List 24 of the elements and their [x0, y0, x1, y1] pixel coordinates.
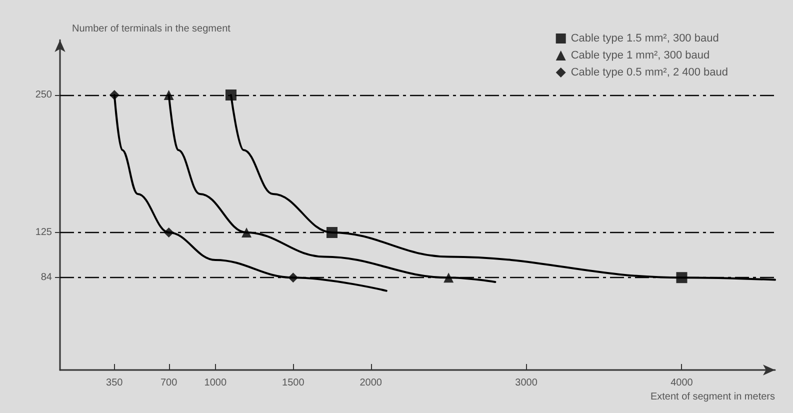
x-tick-label: 2000 — [360, 378, 382, 388]
point — [164, 90, 174, 100]
y-tick-label: 250 — [35, 90, 52, 100]
x-tick-label: 700 — [160, 378, 178, 388]
x-tick-label: 1000 — [204, 378, 227, 388]
x-tick-label: 4000 — [670, 378, 694, 388]
x-tick-label: 3000 — [515, 378, 538, 388]
point — [444, 272, 454, 283]
point — [225, 90, 236, 100]
point — [164, 228, 174, 238]
point — [326, 227, 338, 238]
point — [242, 228, 252, 238]
y-tick-label: 84 — [40, 272, 52, 284]
legend-label: Cable type 1 mm², 300 baud — [570, 50, 710, 62]
x-tick-label: 350 — [106, 378, 124, 388]
x-axis-title: Extent of segment in meters — [650, 392, 775, 402]
legend-label: Cable type 0.5 mm², 2 400 baud — [570, 66, 728, 78]
x-tick-label: 1500 — [282, 378, 305, 388]
legend-label: Cable type 1.5 mm², 300 baud — [570, 32, 719, 44]
y-axis-title: Number of terminals in the segment — [72, 24, 231, 34]
point — [288, 272, 298, 283]
point — [109, 90, 120, 100]
point — [676, 272, 688, 284]
y-tick-label: 125 — [35, 227, 52, 238]
